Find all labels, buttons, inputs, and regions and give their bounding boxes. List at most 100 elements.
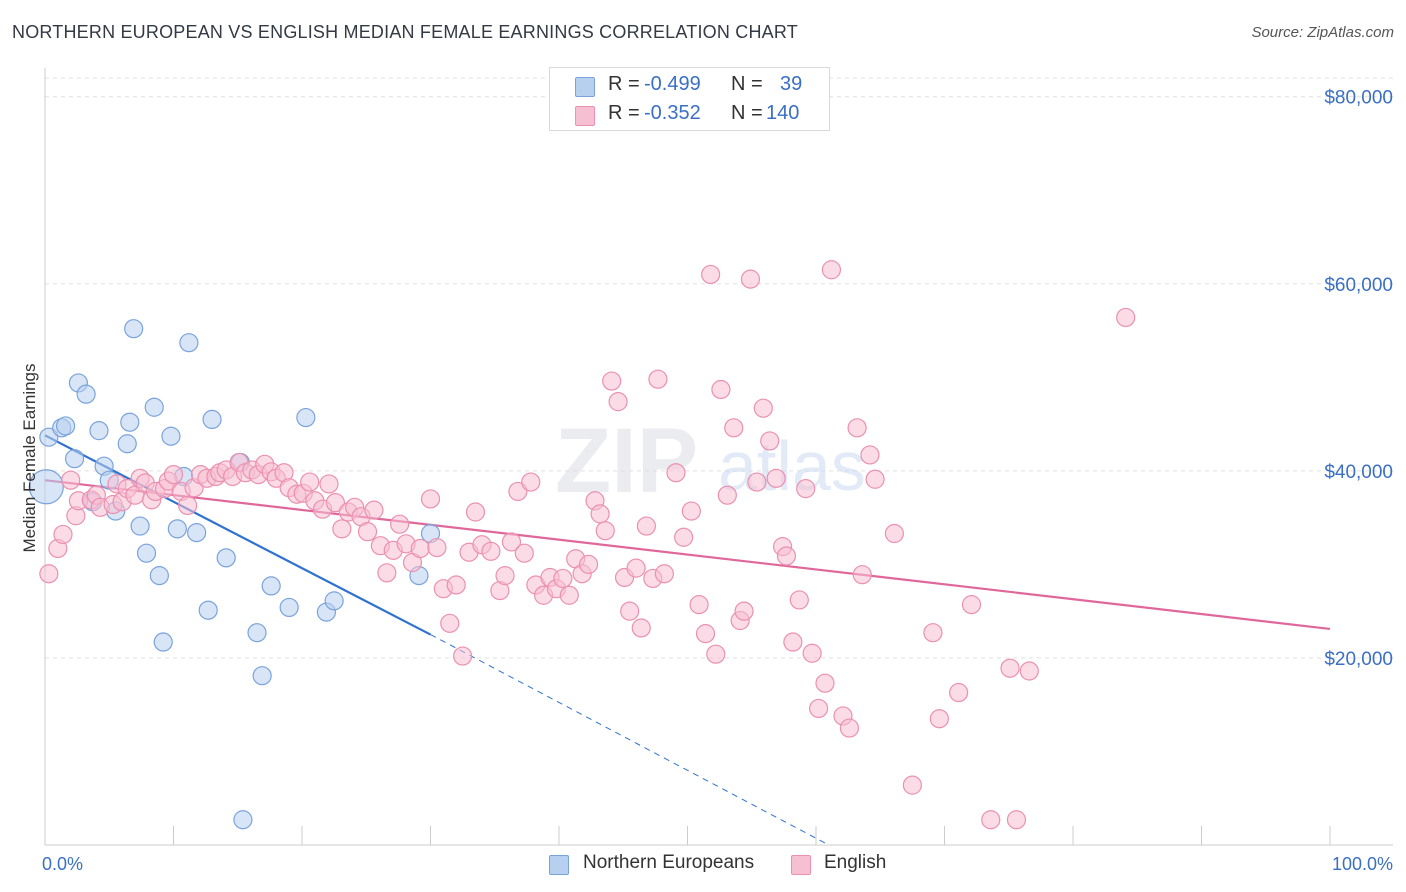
point-english	[620, 601, 640, 621]
legend-n-value: 39	[780, 73, 803, 95]
point-english	[332, 519, 352, 539]
point-english	[839, 718, 860, 738]
legend-r-label: R =	[608, 73, 640, 95]
point-northern-europeans	[120, 412, 140, 432]
point-northern-europeans	[187, 522, 207, 543]
point-english	[783, 632, 803, 652]
point-english	[377, 563, 397, 583]
point-english	[357, 522, 378, 542]
correlation-legend: R = -0.499 N = 39 R = -0.352 N = 140	[549, 67, 830, 131]
point-english	[1019, 661, 1039, 681]
chart-source: Source: ZipAtlas.com	[1251, 24, 1394, 41]
axis-labels: $20,000 $40,000 $60,000 $80,000 0.0% 100.0% Me…	[20, 88, 1393, 874]
bottom-legend-label: English	[824, 852, 887, 873]
point-english	[802, 643, 822, 663]
x-tick-label-min: 0.0%	[42, 854, 83, 874]
point-english	[1116, 307, 1136, 328]
point-english	[796, 479, 816, 499]
legend-n-value: 140	[766, 102, 800, 124]
point-northern-europeans	[89, 421, 109, 441]
point-english	[514, 543, 534, 563]
point-northern-europeans	[28, 469, 64, 505]
chart-title: NORTHERN EUROPEAN VS ENGLISH MEDIAN FEMA…	[12, 22, 798, 42]
point-northern-europeans	[39, 427, 59, 447]
point-english	[636, 516, 656, 536]
point-english	[760, 431, 780, 451]
point-northern-europeans	[324, 591, 344, 611]
point-english	[319, 474, 339, 494]
point-english	[631, 618, 651, 638]
point-english	[747, 472, 767, 492]
point-english	[766, 468, 786, 488]
point-english	[1000, 658, 1020, 678]
point-northern-europeans	[202, 409, 222, 430]
point-northern-europeans	[64, 449, 85, 469]
legend-swatch-blue	[575, 77, 595, 97]
point-english	[390, 514, 410, 534]
point-english	[821, 260, 842, 280]
point-english	[776, 546, 797, 566]
point-english	[689, 595, 709, 615]
point-english	[949, 682, 969, 703]
point-english	[364, 500, 384, 520]
legend-n-label: N =	[731, 102, 763, 124]
point-english	[178, 495, 198, 516]
point-northern-europeans	[247, 623, 267, 643]
point-english	[446, 575, 466, 595]
gridlines	[45, 77, 1393, 659]
point-english	[961, 595, 982, 615]
point-english	[695, 624, 716, 644]
point-english	[427, 537, 447, 558]
point-english	[495, 566, 515, 586]
point-english	[602, 371, 622, 391]
bottom-legend-label: Northern Europeans	[583, 852, 755, 873]
point-english	[852, 565, 872, 585]
data-points	[28, 260, 1136, 830]
point-english	[440, 613, 460, 633]
point-english	[590, 504, 610, 524]
point-english	[626, 558, 646, 578]
point-english	[53, 524, 73, 545]
point-english	[923, 623, 943, 643]
point-english	[163, 464, 184, 485]
point-english	[410, 538, 430, 559]
point-english	[61, 470, 81, 490]
point-english	[595, 521, 615, 541]
point-english	[681, 501, 701, 521]
legend-row-english: R = -0.352 N = 140	[550, 99, 829, 129]
point-english	[724, 418, 744, 438]
point-english	[666, 463, 686, 483]
point-english	[501, 532, 522, 552]
point-english	[902, 775, 922, 795]
point-english	[815, 673, 835, 693]
point-english	[521, 472, 541, 492]
point-english	[717, 485, 737, 505]
point-english	[648, 369, 668, 389]
point-english	[674, 527, 694, 547]
y-tick-label: $20,000	[1324, 649, 1393, 670]
bottom-legend-swatch-pink	[791, 855, 811, 875]
point-english	[711, 379, 731, 400]
point-northern-europeans	[233, 810, 253, 830]
point-northern-europeans	[261, 576, 281, 596]
point-english	[608, 392, 628, 412]
point-english	[300, 472, 320, 492]
y-axis-label: Median Female Earnings	[20, 364, 39, 553]
watermark-atlas: atlas	[718, 427, 866, 505]
point-northern-europeans	[130, 516, 150, 536]
point-northern-europeans	[179, 333, 199, 353]
point-northern-europeans	[296, 407, 316, 428]
point-northern-europeans	[153, 632, 173, 652]
point-english	[808, 698, 829, 719]
legend-row-northern-europeans: R = -0.499 N = 39	[550, 70, 829, 100]
trend-northern-europeans-extension	[430, 634, 830, 846]
axes	[44, 68, 1393, 846]
bottom-legend-swatch-blue	[549, 855, 569, 875]
point-english	[860, 445, 880, 465]
point-northern-europeans	[252, 666, 272, 686]
point-english	[559, 585, 579, 605]
point-english	[453, 646, 473, 666]
point-english	[508, 481, 528, 502]
point-english	[654, 564, 674, 584]
point-northern-europeans	[76, 384, 96, 404]
